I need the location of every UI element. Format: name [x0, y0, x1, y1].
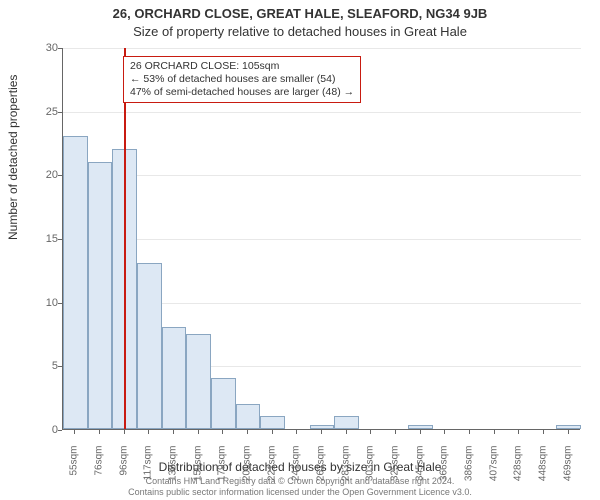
gridline: [63, 175, 581, 176]
bar: [556, 425, 581, 429]
x-tick-label: 96sqm: [118, 446, 129, 496]
callout-box: 26 ORCHARD CLOSE: 105sqm ← 53% of detach…: [123, 56, 361, 103]
title-line-1: 26, ORCHARD CLOSE, GREAT HALE, SLEAFORD,…: [0, 6, 600, 21]
x-tick-label: 366sqm: [439, 446, 450, 496]
x-tick-mark: [568, 430, 569, 434]
gridline: [63, 239, 581, 240]
x-tick-label: 241sqm: [291, 446, 302, 496]
x-tick-label: 428sqm: [513, 446, 524, 496]
bar: [186, 334, 211, 430]
x-tick-mark: [222, 430, 223, 434]
bar: [88, 162, 113, 429]
x-tick-label: 117sqm: [143, 446, 154, 496]
plot-wrap: 26 ORCHARD CLOSE: 105sqm ← 53% of detach…: [62, 48, 580, 430]
bar: [236, 404, 261, 429]
x-tick-mark: [173, 430, 174, 434]
x-tick-mark: [346, 430, 347, 434]
bar: [63, 136, 88, 429]
x-tick-mark: [494, 430, 495, 434]
x-tick-mark: [420, 430, 421, 434]
x-tick-mark: [296, 430, 297, 434]
x-tick-mark: [469, 430, 470, 434]
plot-area: 26 ORCHARD CLOSE: 105sqm ← 53% of detach…: [62, 48, 580, 430]
chart-container: 26, ORCHARD CLOSE, GREAT HALE, SLEAFORD,…: [0, 0, 600, 500]
y-tick-label: 25: [36, 106, 58, 118]
x-tick-label: 469sqm: [562, 446, 573, 496]
x-tick-label: 345sqm: [414, 446, 425, 496]
x-tick-label: 262sqm: [316, 446, 327, 496]
x-tick-label: 76sqm: [94, 446, 105, 496]
x-tick-label: 386sqm: [464, 446, 475, 496]
x-tick-mark: [198, 430, 199, 434]
y-tick-mark: [58, 48, 62, 49]
bar: [211, 378, 236, 429]
y-tick-mark: [58, 239, 62, 240]
x-tick-label: 407sqm: [488, 446, 499, 496]
callout-line-2: ← 53% of detached houses are smaller (54…: [130, 73, 354, 86]
x-tick-label: 179sqm: [217, 446, 228, 496]
gridline: [63, 112, 581, 113]
x-tick-mark: [99, 430, 100, 434]
x-tick-label: 55sqm: [69, 446, 80, 496]
y-tick-label: 30: [36, 42, 58, 54]
y-tick-mark: [58, 175, 62, 176]
x-tick-mark: [74, 430, 75, 434]
y-tick-label: 20: [36, 169, 58, 181]
x-tick-label: 159sqm: [192, 446, 203, 496]
bar: [137, 263, 162, 429]
x-tick-mark: [518, 430, 519, 434]
y-tick-mark: [58, 430, 62, 431]
bar: [260, 416, 285, 429]
x-tick-label: 138sqm: [168, 446, 179, 496]
y-tick-mark: [58, 366, 62, 367]
x-tick-mark: [395, 430, 396, 434]
x-tick-label: 200sqm: [242, 446, 253, 496]
x-tick-mark: [124, 430, 125, 434]
y-tick-mark: [58, 303, 62, 304]
gridline: [63, 48, 581, 49]
x-tick-mark: [444, 430, 445, 434]
callout-line-1: 26 ORCHARD CLOSE: 105sqm: [130, 60, 354, 73]
bar: [162, 327, 187, 429]
x-tick-label: 221sqm: [266, 446, 277, 496]
x-tick-mark: [247, 430, 248, 434]
x-tick-label: 448sqm: [538, 446, 549, 496]
y-axis-label: Number of detached properties: [6, 75, 20, 240]
bar: [408, 425, 433, 429]
x-tick-label: 303sqm: [365, 446, 376, 496]
x-tick-label: 325sqm: [390, 446, 401, 496]
y-tick-label: 15: [36, 233, 58, 245]
y-tick-mark: [58, 112, 62, 113]
x-tick-label: 283sqm: [340, 446, 351, 496]
property-marker-line: [124, 48, 126, 429]
y-tick-label: 0: [36, 424, 58, 436]
callout-line-3: 47% of semi-detached houses are larger (…: [130, 86, 354, 99]
x-tick-mark: [272, 430, 273, 434]
y-tick-label: 5: [36, 360, 58, 372]
title-line-2: Size of property relative to detached ho…: [0, 24, 600, 39]
x-tick-mark: [148, 430, 149, 434]
bar: [334, 416, 359, 429]
y-tick-label: 10: [36, 297, 58, 309]
x-tick-mark: [370, 430, 371, 434]
x-tick-mark: [321, 430, 322, 434]
bar: [310, 425, 335, 429]
x-tick-mark: [543, 430, 544, 434]
